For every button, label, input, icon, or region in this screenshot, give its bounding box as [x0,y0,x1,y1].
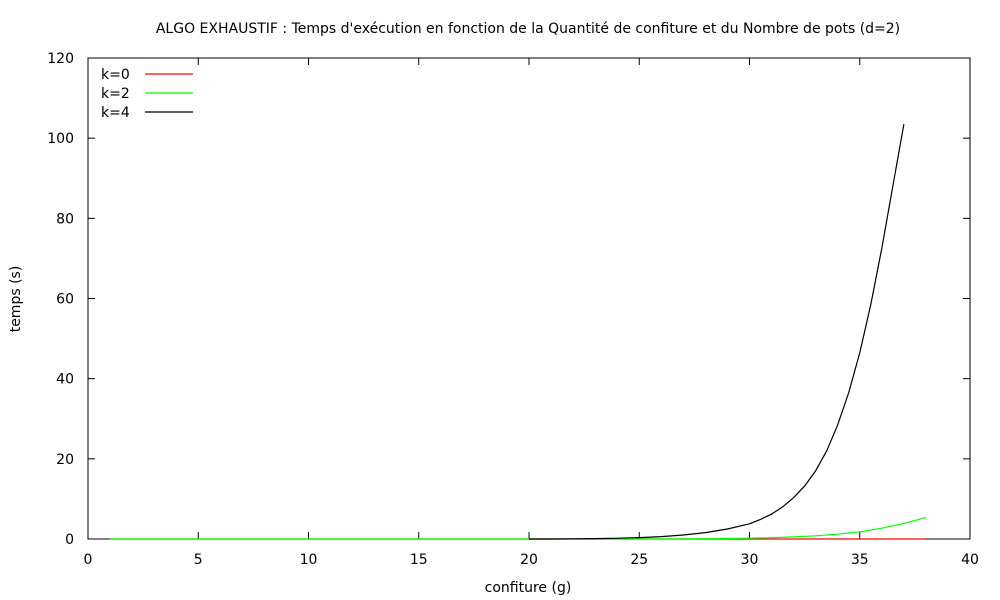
x-tick-label: 10 [300,552,318,568]
x-tick-label: 25 [630,552,648,568]
plot-frame [87,57,971,540]
y-tick-label: 40 [56,372,74,388]
y-tick-label: 100 [47,131,74,147]
series-line-k2 [110,516,927,540]
y-tick-label: 0 [65,532,74,548]
y-axis: 0 20 40 60 80 100 120 [47,51,970,548]
chart-title: ALGO EXHAUSTIF : Temps d'exécution en fo… [156,21,900,37]
y-tick-label: 120 [47,51,74,67]
x-tick-label: 0 [84,552,93,568]
legend: k=0 k=2 k=4 [101,67,193,121]
y-axis-label: temps (s) [8,266,24,333]
x-axis-label: confiture (g) [485,580,572,596]
y-tick-label: 20 [56,452,74,468]
x-tick-label: 20 [520,552,538,568]
plot-area [110,123,927,540]
series-line-k4 [529,123,905,540]
x-tick-label: 35 [851,552,869,568]
x-axis: 0 5 10 15 20 25 30 35 40 [84,58,979,568]
legend-label: k=2 [101,86,130,102]
y-tick-label: 60 [56,292,74,308]
x-tick-label: 40 [961,552,979,568]
x-tick-label: 15 [410,552,428,568]
legend-label: k=4 [101,105,130,121]
legend-label: k=0 [101,67,130,83]
x-tick-label: 5 [194,552,203,568]
x-tick-label: 30 [741,552,759,568]
y-tick-label: 80 [56,211,74,227]
